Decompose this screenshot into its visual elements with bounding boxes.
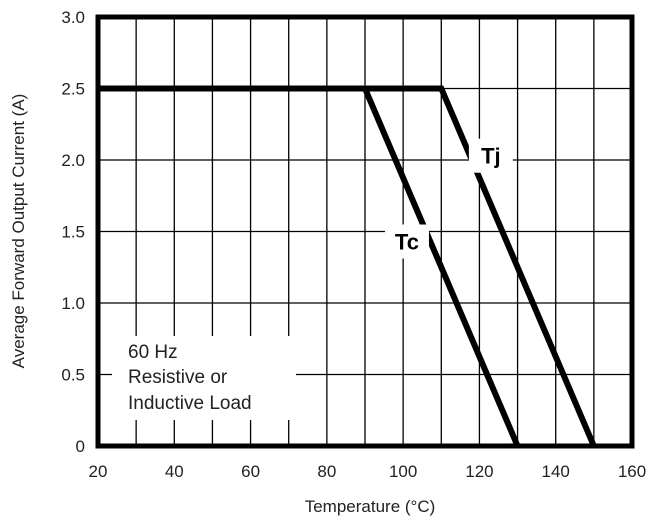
series-line-tj: [98, 85, 597, 448]
y-tick-labels: 0 0.5 1.0 1.5 2.0 2.5 3.0: [61, 8, 85, 456]
series-lines: [98, 85, 597, 448]
note-line-1: 60 Hz: [128, 342, 178, 363]
note-box: 60 Hz Resistive or Inductive Load: [112, 336, 296, 420]
series-label-tc: Tc: [395, 230, 419, 255]
x-tick-label: 140: [542, 462, 570, 481]
y-tick-label: 2.0: [61, 151, 85, 170]
x-tick-label: 40: [165, 462, 184, 481]
x-tick-label: 60: [241, 462, 260, 481]
y-tick-label: 1.0: [61, 294, 85, 313]
y-tick-label: 2.5: [61, 80, 85, 99]
series-label-background: [384, 224, 429, 259]
y-axis-title: Average Forward Output Current (A): [9, 94, 28, 369]
series-label-tj: Tj: [481, 144, 501, 169]
note-line-2: Resistive or: [128, 367, 228, 388]
x-axis-title: Temperature (°C): [305, 497, 436, 516]
note-background: [112, 336, 296, 420]
plot-border: [95, 14, 635, 449]
note-line-3: Inductive Load: [128, 393, 252, 414]
x-tick-label: 80: [317, 462, 336, 481]
series-labels: Tc Tj: [384, 138, 513, 259]
x-tick-label: 120: [465, 462, 493, 481]
y-tick-label: 0.5: [61, 366, 85, 385]
y-tick-label: 0: [76, 437, 85, 456]
y-tick-label: 1.5: [61, 223, 85, 242]
plot-frame: [95, 14, 635, 449]
x-tick-labels: 20 40 60 80 100 120 140 160: [89, 462, 647, 481]
x-tick-label: 160: [618, 462, 646, 481]
y-tick-label: 3.0: [61, 8, 85, 27]
series-label-background: [468, 138, 513, 173]
x-tick-label: 20: [89, 462, 108, 481]
x-tick-label: 100: [389, 462, 417, 481]
